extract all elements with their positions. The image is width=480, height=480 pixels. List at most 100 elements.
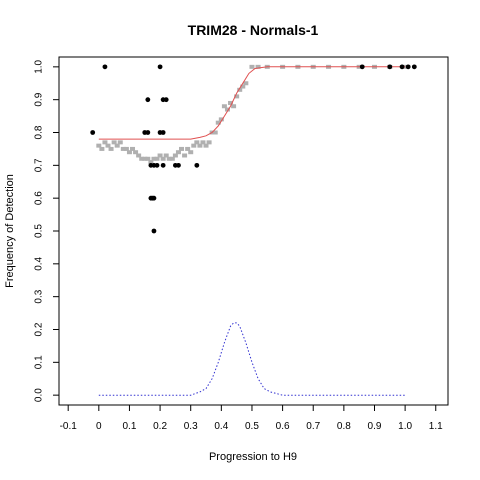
data-point	[102, 64, 108, 70]
smoothed-point	[212, 130, 218, 135]
smoothed-point	[228, 100, 234, 105]
smoothed-point	[194, 140, 200, 145]
y-tick-label: 0.8	[34, 125, 45, 139]
y-tick-label: 0.9	[34, 92, 45, 106]
x-tick-label: 0.4	[214, 421, 228, 432]
y-tick-label: 0.0	[34, 388, 45, 402]
smoothed-point	[203, 143, 209, 148]
smoothed-point	[218, 117, 224, 122]
smoothed-point	[188, 150, 194, 155]
smoothed-point	[133, 150, 139, 155]
smoothed-point	[108, 146, 114, 151]
data-point	[176, 162, 181, 168]
smoothed-point	[243, 81, 249, 86]
smoothed-point	[151, 156, 157, 161]
x-tick-label: 0.7	[306, 421, 320, 432]
data-point	[160, 162, 166, 168]
smoothed-point	[231, 104, 237, 109]
smoothed-point	[120, 146, 126, 151]
y-tick-label: 0.2	[34, 322, 45, 336]
smoothed-point	[123, 146, 129, 151]
y-tick-label: 0.5	[34, 224, 45, 238]
y-axis-label: Frequency of Detection	[4, 174, 16, 288]
smoothed-point	[185, 146, 191, 151]
x-tick-label: 0.6	[276, 421, 290, 432]
smoothed-point	[215, 120, 221, 125]
data-point	[399, 64, 405, 70]
smoothed-point	[114, 143, 120, 148]
smoothed-point	[154, 156, 160, 161]
data-point	[151, 228, 157, 234]
smoothed-point	[240, 84, 246, 89]
x-tick-label: 0.2	[153, 421, 167, 432]
x-tick-label: -0.1	[60, 421, 78, 432]
y-tick-label: 0.7	[34, 158, 45, 172]
smoothed-point	[237, 87, 243, 92]
smoothed-point	[169, 156, 175, 161]
smoothed-point	[105, 143, 111, 148]
y-tick-label: 0.1	[34, 355, 45, 369]
smoothed-point	[175, 150, 181, 155]
data-point	[411, 64, 417, 70]
smoothed-point	[99, 146, 105, 151]
smoothed-point	[172, 153, 178, 158]
y-tick-label: 0.3	[34, 289, 45, 303]
x-tick-label: 0.8	[337, 421, 351, 432]
chart-title: TRIM28 - Normals-1	[188, 22, 319, 38]
smoothed-point	[206, 140, 212, 145]
smoothed-point	[224, 107, 230, 112]
data-point	[405, 64, 411, 70]
smoothed-point	[157, 153, 163, 158]
y-tick-label: 1.0	[34, 59, 45, 73]
smoothed-point	[197, 143, 203, 148]
data-point	[151, 195, 157, 201]
x-tick-label: 0	[96, 421, 102, 432]
x-tick-label: 0.9	[368, 421, 382, 432]
x-axis-label: Progression to H9	[209, 451, 297, 463]
smoothed-point	[402, 64, 408, 69]
series-layer	[90, 64, 417, 396]
data-point	[194, 162, 200, 168]
smoothed-point	[130, 146, 136, 151]
x-tick-label: 1.0	[398, 421, 412, 432]
smoothed-point	[200, 140, 206, 145]
smoothed-point	[234, 94, 240, 99]
smoothed-point	[126, 150, 132, 155]
smoothed-point	[163, 153, 169, 158]
data-point	[145, 130, 151, 135]
smoothed-point	[96, 143, 102, 148]
y-axis: 0.0 0.1 0.2 0.3 0.4 0.5 0.6 0.7 0.8 0.9 1.0	[34, 59, 59, 402]
smoothed-point	[111, 140, 117, 145]
smoothed-point	[182, 153, 188, 158]
smoothed-point	[255, 64, 261, 69]
smoothed-point	[117, 140, 123, 145]
data-point	[163, 97, 169, 103]
x-tick-label: 0.1	[122, 421, 136, 432]
smoothed-point	[142, 156, 148, 161]
data-point	[154, 162, 160, 168]
data-point	[145, 97, 151, 103]
density-curve-line	[98, 322, 406, 396]
data-point	[160, 130, 166, 135]
smoothed-point	[102, 140, 108, 145]
smoothed-point	[179, 146, 185, 151]
smoothed-point	[249, 64, 255, 69]
data-point	[387, 64, 393, 70]
fitted-curve-line	[98, 66, 406, 140]
y-tick-label: 0.4	[34, 256, 45, 270]
x-tick-label: 1.1	[429, 421, 443, 432]
x-axis: -0.1 0 0.1 0.2 0.3 0.4 0.5 0.6 0.7 0.8 0.9 1.0 1.1	[60, 405, 443, 432]
smoothed-point	[148, 160, 154, 165]
smoothed-point	[160, 156, 166, 161]
smoothed-point	[221, 104, 227, 109]
data-point	[359, 64, 365, 70]
data-point	[157, 64, 163, 70]
y-tick-label: 0.6	[34, 191, 45, 205]
x-tick-label: 0.3	[184, 421, 198, 432]
smoothed-point	[136, 153, 142, 158]
smoothed-point	[166, 156, 172, 161]
smoothed-point	[139, 156, 145, 161]
smoothed-point	[145, 156, 151, 161]
